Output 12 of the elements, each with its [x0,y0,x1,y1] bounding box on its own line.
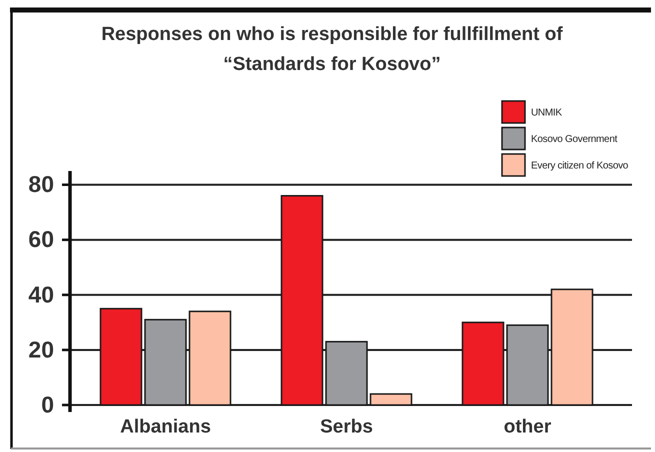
y-tick-label: 80 [28,171,54,198]
x-tick-label: Albanians [120,416,211,438]
x-tick-label: Serbs [320,416,373,438]
y-tick-label: 60 [28,226,54,252]
legend-label: Kosovo Government [531,134,618,145]
y-tick-label: 20 [28,336,54,362]
chart-title: Responses on who is responsible for fullfillment of “Standards for Kosovo” [101,24,564,75]
x-tick-label: other [504,416,552,438]
y-tick-label: 40 [28,281,54,308]
legend-label: Every citizen of Kosovo [531,160,629,172]
y-tick-label: 0 [41,391,54,418]
legend-label: UNMIK [531,108,562,118]
